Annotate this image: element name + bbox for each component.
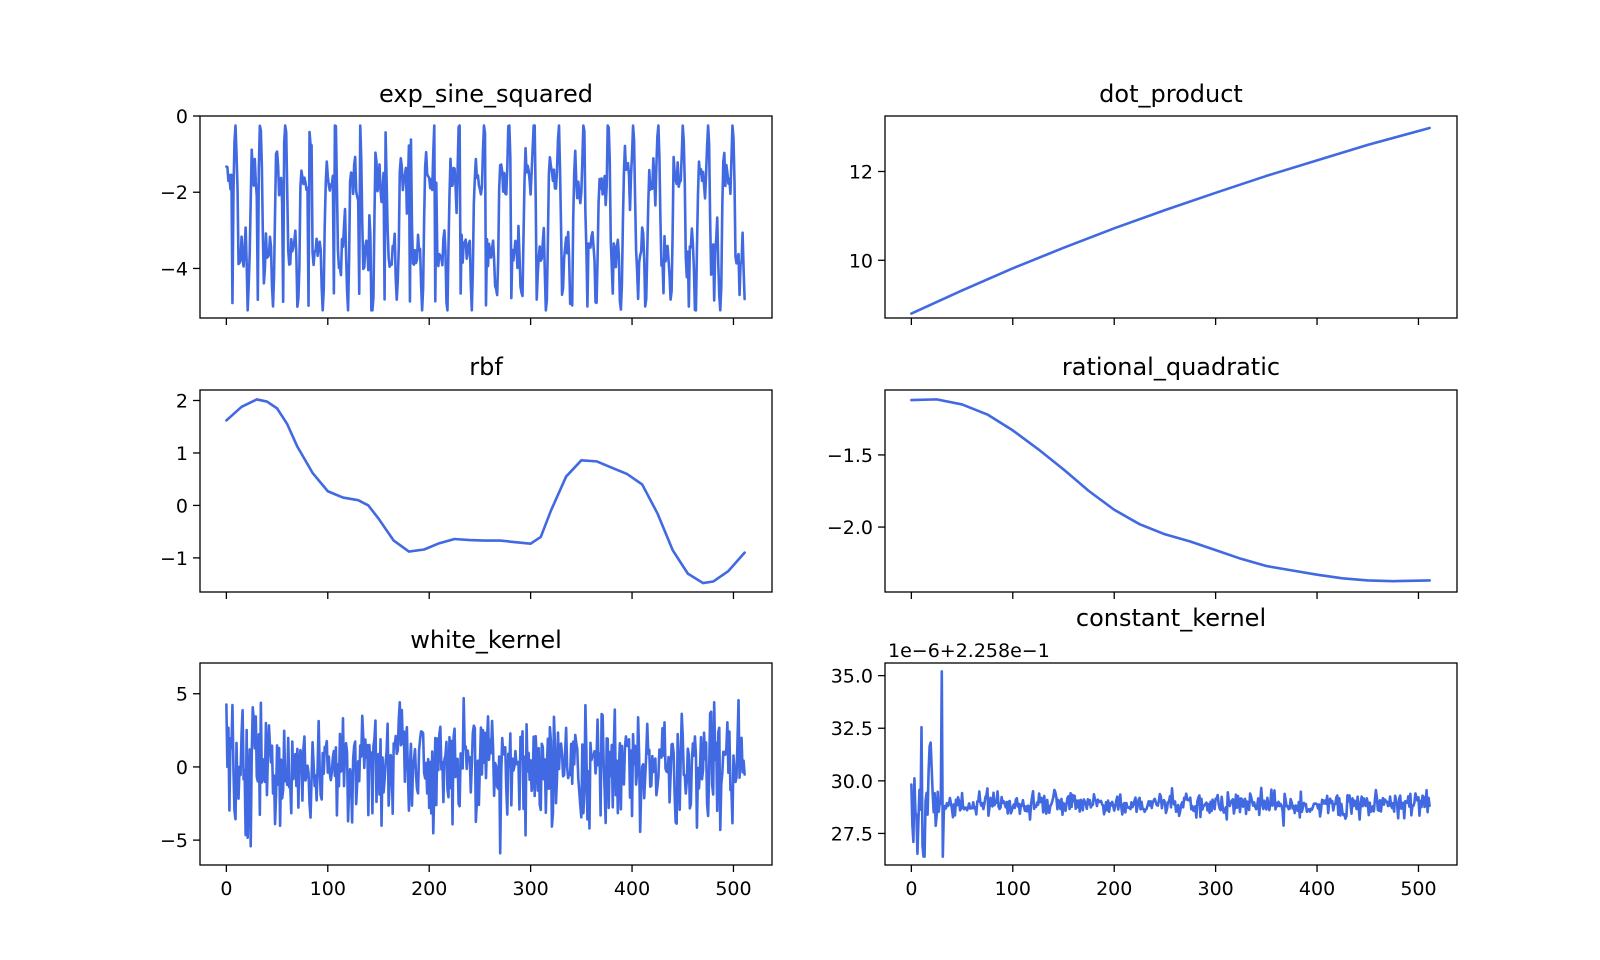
subplot-title: exp_sine_squared <box>379 80 593 108</box>
series-line <box>225 398 746 585</box>
y-tick-label: 2 <box>176 390 188 412</box>
y-tick-label: 27.5 <box>831 823 873 845</box>
subplot-1: exp_sine_squared −4 −2 0 <box>160 80 773 325</box>
x-tick-label: 200 <box>1096 878 1132 900</box>
x-tick-label: 0 <box>905 878 917 900</box>
y-tick-label: −4 <box>160 258 188 280</box>
series-line <box>910 670 1431 858</box>
y-tick-label: −2 <box>160 182 188 204</box>
series-line <box>910 126 1431 315</box>
x-tick-label: 400 <box>1299 878 1335 900</box>
subplot-5: white_kernel 0 100 200 300 400 500 −5 0 5 <box>160 626 773 900</box>
series-line <box>225 124 746 312</box>
y-tick-label: 5 <box>176 684 188 706</box>
y-tick-label: −2.0 <box>827 517 873 539</box>
axes-frame <box>199 389 773 593</box>
y-offset-label: 1e−6+2.258e−1 <box>888 640 1050 662</box>
subplot-title: constant_kernel <box>1076 604 1266 632</box>
y-tick-label: 32.5 <box>831 718 873 740</box>
axes-frame <box>199 115 773 319</box>
x-tick-label: 100 <box>310 878 346 900</box>
subplot-4: rational_quadratic −2.0 −1.5 <box>827 353 1458 599</box>
x-tick-label: 0 <box>220 878 232 900</box>
x-tick-label: 400 <box>614 878 650 900</box>
y-tick-label: 1 <box>176 443 188 465</box>
x-tick-label: 500 <box>1400 878 1436 900</box>
y-tick-label: 0 <box>176 495 188 517</box>
subplot-title: white_kernel <box>410 626 562 654</box>
axes-frame <box>884 389 1458 593</box>
axes-frame <box>199 662 773 866</box>
y-tick-label: 30.0 <box>831 771 873 793</box>
y-tick-label: 12 <box>849 161 873 183</box>
y-tick-label: 0 <box>176 106 188 128</box>
y-tick-label: −1 <box>160 548 188 570</box>
subplot-title: rational_quadratic <box>1062 353 1280 381</box>
subplot-6: constant_kernel 1e−6+2.258e−1 0 100 200 300… <box>831 604 1458 900</box>
subplot-title: dot_product <box>1099 80 1243 108</box>
x-tick-label: 500 <box>715 878 751 900</box>
axes-frame <box>884 662 1458 866</box>
x-tick-label: 200 <box>411 878 447 900</box>
subplot-title: rbf <box>469 353 503 381</box>
y-tick-label: 35.0 <box>831 666 873 688</box>
axes-frame <box>884 115 1458 319</box>
x-tick-label: 300 <box>512 878 548 900</box>
y-tick-label: −5 <box>160 830 188 852</box>
y-tick-label: −1.5 <box>827 445 873 467</box>
subplot-3: rbf −1 0 1 2 <box>160 353 773 599</box>
y-tick-label: 10 <box>849 250 873 272</box>
series-line <box>910 398 1431 583</box>
subplot-2: dot_product 10 12 <box>849 80 1458 325</box>
y-tick-label: 0 <box>176 757 188 779</box>
series-line <box>225 696 746 855</box>
x-tick-label: 100 <box>995 878 1031 900</box>
x-tick-label: 300 <box>1197 878 1233 900</box>
